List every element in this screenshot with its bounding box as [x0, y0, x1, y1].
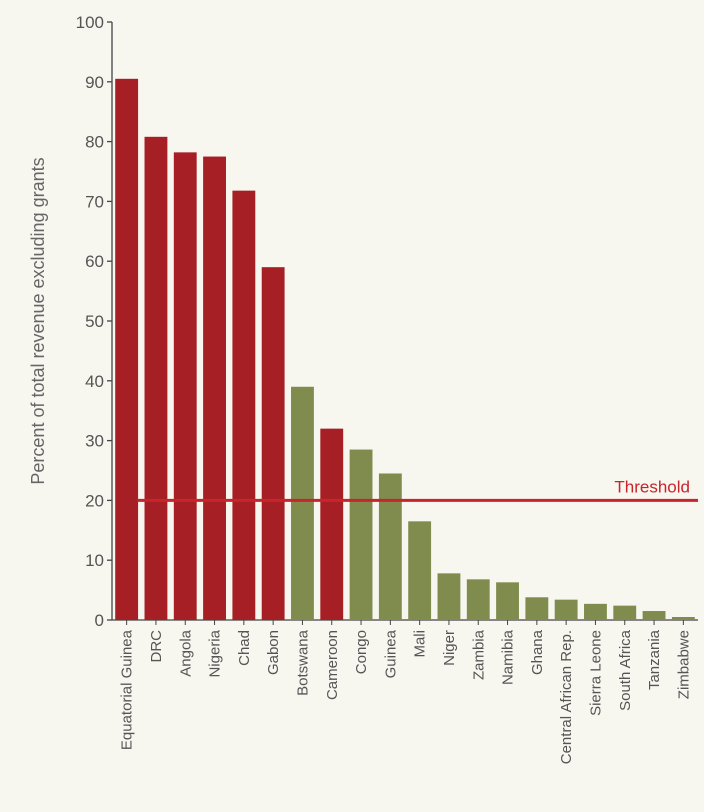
- category-labels: Equatorial Guinea DRC Angola Nigeria Chad Gab…: [119, 620, 692, 764]
- y-tick-label: 60: [85, 252, 104, 271]
- category-label: Cameroon: [324, 630, 341, 700]
- bars: [115, 78, 695, 621]
- bar: [144, 136, 168, 621]
- y-tick-label: 30: [85, 432, 104, 451]
- y-tick-label: 70: [85, 192, 104, 211]
- category-label: Niger: [441, 630, 458, 666]
- threshold-label: Threshold: [614, 477, 690, 496]
- y-tick-label: 20: [85, 491, 104, 510]
- category-label: Ghana: [529, 629, 546, 675]
- bar: [671, 617, 695, 620]
- y-tick-label: 100: [76, 13, 104, 32]
- bar: [232, 190, 256, 621]
- y-tick-label: 90: [85, 73, 104, 92]
- category-label: Chad: [236, 630, 253, 666]
- bar: [584, 603, 607, 620]
- category-label: Nigeria: [207, 629, 224, 677]
- category-label: Equatorial Guinea: [119, 629, 136, 750]
- category-label: Sierra Leone: [587, 630, 604, 716]
- category-label: DRC: [148, 630, 165, 663]
- category-label: Congo: [353, 630, 370, 674]
- category-label: Guinea: [382, 629, 399, 678]
- bar: [554, 599, 578, 620]
- bar: [349, 449, 373, 620]
- category-label: Central African Rep.: [558, 630, 575, 764]
- y-tick-label: 40: [85, 372, 104, 391]
- category-label: Namibia: [500, 629, 517, 685]
- bar: [378, 473, 402, 620]
- bar: [496, 582, 519, 620]
- bar: [525, 597, 549, 620]
- y-axis-title: Percent of total revenue excluding grant…: [28, 157, 48, 484]
- bar: [437, 573, 461, 620]
- bar: [408, 521, 432, 620]
- y-tick-label: 0: [95, 611, 104, 630]
- bar: [466, 579, 490, 620]
- bar: [261, 267, 285, 620]
- bar: [173, 152, 197, 620]
- bar: [291, 386, 314, 620]
- y-tick-label: 50: [85, 312, 104, 331]
- category-label: Angola: [177, 629, 194, 676]
- category-label: South Africa: [617, 629, 634, 711]
- category-label: Gabon: [265, 630, 282, 675]
- bar: [320, 428, 344, 620]
- category-label: Botswana: [294, 629, 311, 696]
- bar: [203, 156, 226, 621]
- y-tick-label: 80: [85, 133, 104, 152]
- category-label: Zambia: [470, 629, 487, 680]
- bar: [642, 611, 666, 620]
- category-label: Zimbabwe: [675, 630, 692, 699]
- category-label: Tanzania: [646, 629, 663, 690]
- bar: [613, 605, 637, 620]
- y-axis: 0 10 20 30 40 50 60 70 80 90 100: [76, 13, 698, 630]
- bar: [115, 78, 139, 620]
- y-tick-label: 10: [85, 551, 104, 570]
- category-label: Mali: [412, 630, 429, 658]
